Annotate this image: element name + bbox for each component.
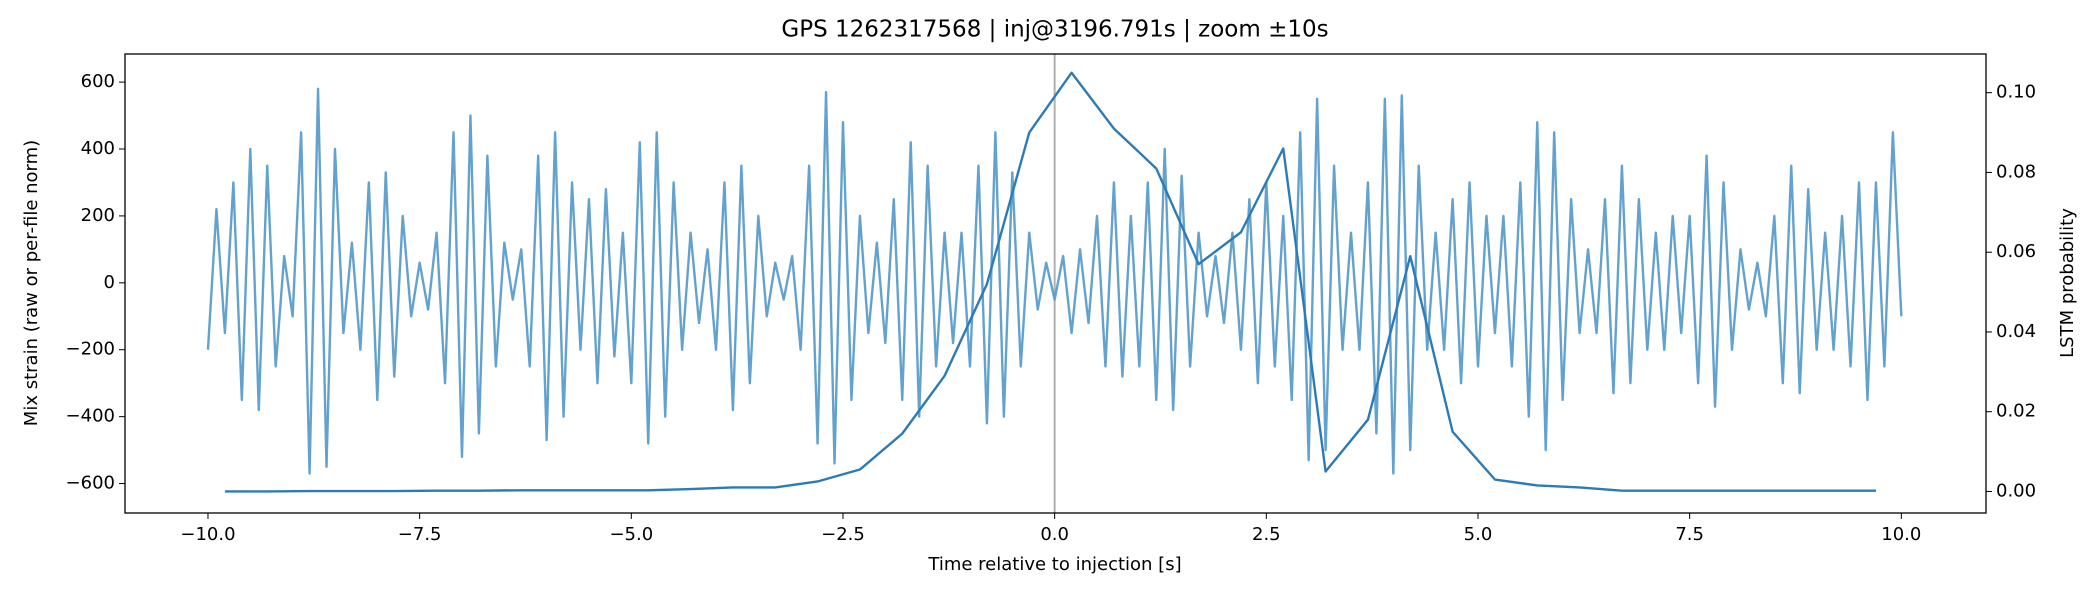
y2-tick-label: 0.00 <box>1996 480 2036 501</box>
x-tick-label: −10.0 <box>180 524 235 545</box>
y2-tick-label: 0.10 <box>1996 82 2036 103</box>
y2-tick-label: 0.08 <box>1996 161 2036 182</box>
plot-frame <box>124 53 1987 514</box>
x-tick-label: −7.5 <box>398 524 442 545</box>
probability-line <box>224 71 1876 493</box>
x-tick-label: −5.0 <box>609 524 653 545</box>
x-tick-label: 2.5 <box>1252 524 1281 545</box>
y-tick-label: −600 <box>66 473 115 494</box>
chart-title: GPS 1262317568 | inj@3196.791s | zoom ±1… <box>781 17 1328 43</box>
x-axis-label: Time relative to injection [s] <box>927 554 1181 575</box>
x-tick-label: 7.5 <box>1675 524 1704 545</box>
y-tick-label: 400 <box>81 138 115 159</box>
y2-tick-label: 0.02 <box>1996 401 2036 422</box>
x-tick-label: 10.0 <box>1881 524 1921 545</box>
y-tick-label: −400 <box>66 406 115 427</box>
x-tick-label: 5.0 <box>1464 524 1493 545</box>
y-axis-label: Mix strain (raw or per-file norm) <box>21 140 42 426</box>
y2-axis-label: LSTM probability <box>2057 208 2078 358</box>
y2-tick-label: 0.06 <box>1996 241 2036 262</box>
x-tick-label: 0.0 <box>1040 524 1069 545</box>
strain-line <box>206 87 1903 475</box>
y-tick-label: 200 <box>81 205 115 226</box>
y-tick-label: 600 <box>81 71 115 92</box>
y2-tick-label: 0.04 <box>1996 321 2036 342</box>
y-tick-label: 0 <box>104 272 115 293</box>
x-tick-label: −2.5 <box>821 524 865 545</box>
y-tick-label: −200 <box>66 339 115 360</box>
